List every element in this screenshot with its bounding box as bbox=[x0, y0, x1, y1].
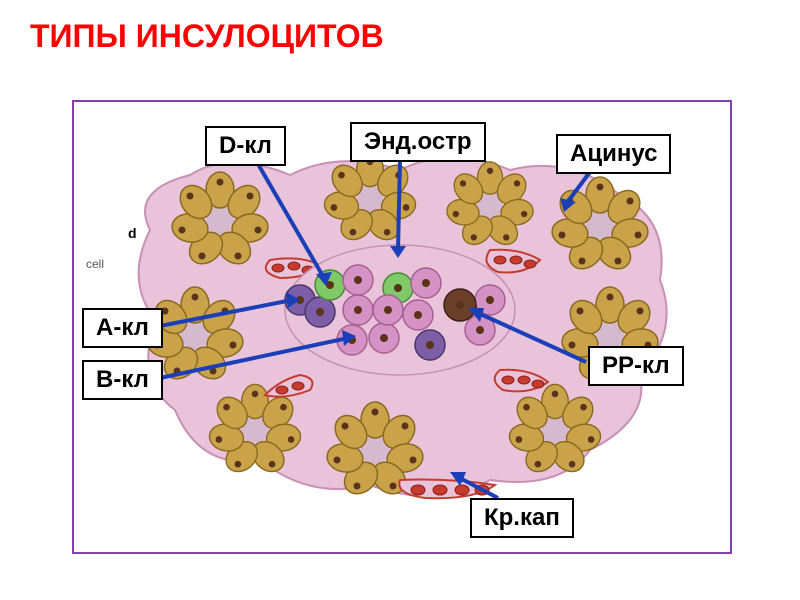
diagram-svg: d cell bbox=[0, 0, 800, 600]
label-acinus: Ацинус bbox=[556, 134, 671, 174]
small-label-cell: cell bbox=[86, 257, 104, 271]
label-d-cell: D-кл bbox=[205, 126, 286, 166]
label-a-cell: А-кл bbox=[82, 308, 163, 348]
label-pp-cell: РР-кл bbox=[588, 346, 684, 386]
label-end-ostr: Энд.остр bbox=[350, 122, 486, 162]
label-capillary: Кр.кап bbox=[470, 498, 574, 538]
label-b-cell: В-кл bbox=[82, 360, 163, 400]
small-label-d: d bbox=[128, 225, 137, 241]
